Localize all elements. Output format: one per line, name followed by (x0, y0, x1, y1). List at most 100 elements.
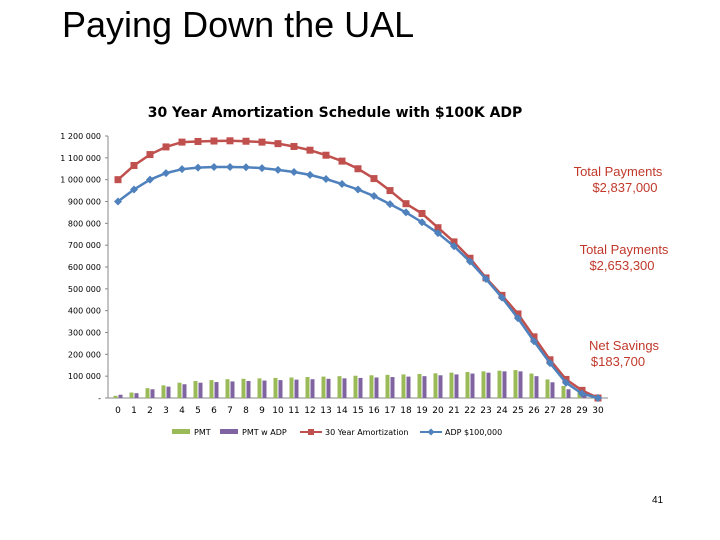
amortization-point (514, 310, 522, 318)
adp-point (306, 170, 314, 179)
pmt-adp-bar (166, 386, 171, 398)
pmt-adp-bar (438, 375, 443, 398)
amortization-point (194, 137, 202, 145)
x-tick-label: 18 (400, 406, 412, 416)
y-tick-label: 200 000 (68, 350, 101, 359)
pmt-bar (433, 373, 438, 398)
pmt-adp-bar (182, 384, 187, 398)
amortization-point (210, 137, 218, 145)
x-tick-label: 0 (115, 406, 121, 416)
net-savings-label: Net Savings (589, 338, 660, 353)
pmt-adp-bar (454, 374, 459, 398)
y-tick-label: 1 200 000 (60, 132, 101, 141)
x-tick-label: 22 (464, 406, 475, 416)
amortization-point (434, 224, 442, 232)
pmt-adp-bar (470, 373, 475, 398)
adp-point (482, 275, 490, 284)
adp-point (274, 165, 282, 174)
x-tick-label: 4 (179, 406, 185, 416)
chart-title: 30 Year Amortization Schedule with $100K… (148, 105, 523, 121)
pmt-adp-bar (358, 377, 363, 398)
x-tick-label: 9 (259, 406, 265, 416)
legend-item-pmt-label: PMT (194, 428, 211, 437)
amortization-point (274, 140, 282, 148)
pmt-bar (385, 374, 390, 398)
adp-point (402, 208, 410, 217)
adp-point (578, 389, 586, 398)
pmt-adp-bar (486, 372, 491, 398)
amortization-point (258, 138, 266, 146)
x-tick-label: 14 (336, 406, 348, 416)
amortization-point (162, 143, 170, 151)
pmt-bar (305, 377, 310, 398)
amortization-point (290, 142, 298, 150)
adp-point (546, 359, 554, 368)
x-tick-label: 25 (512, 406, 523, 416)
pmt-adp-bar (134, 393, 139, 398)
pmt-bar (129, 392, 134, 398)
legend-item-amortization-label: 30 Year Amortization (325, 428, 408, 437)
pmt-bar (417, 373, 422, 398)
x-tick-label: 11 (288, 406, 299, 416)
pmt-adp-bar (534, 376, 539, 398)
x-tick-label: 16 (368, 406, 380, 416)
adp-point (450, 242, 458, 251)
adp-point (370, 192, 378, 201)
pmt-adp-bar (230, 381, 235, 398)
y-tick-label: 800 000 (68, 219, 101, 228)
y-tick-label: - (98, 394, 101, 403)
x-tick-label: 21 (448, 406, 459, 416)
pmt-adp-bar (262, 380, 267, 398)
pmt-bar (225, 379, 230, 398)
amortization-point (130, 161, 138, 169)
pmt-bar (545, 379, 550, 398)
amortization-point (370, 175, 378, 183)
pmt-adp-bar (326, 378, 331, 398)
pmt-adp-bar (550, 382, 555, 398)
legend-item-pmt-swatch (172, 429, 190, 434)
pmt-bar (321, 376, 326, 398)
x-tick-label: 3 (163, 406, 169, 416)
adp-point (130, 185, 138, 194)
adp-point (322, 175, 330, 184)
adp-point (514, 314, 522, 323)
pmt-adp-bar (374, 377, 379, 398)
amortization-point (226, 137, 234, 145)
pmt-bar (353, 375, 358, 398)
x-tick-label: 5 (195, 406, 201, 416)
x-tick-label: 30 (592, 406, 604, 416)
adp-point (242, 163, 250, 172)
pmt-bar (449, 372, 454, 398)
pmt-bar (193, 380, 198, 398)
amortization-point (242, 137, 250, 145)
x-tick-label: 7 (227, 406, 233, 416)
y-tick-label: 1 000 000 (60, 176, 101, 185)
net-savings-value: $183,700 (591, 354, 645, 369)
x-tick-label: 12 (304, 406, 315, 416)
adp-point (114, 197, 122, 206)
y-tick-label: 300 000 (68, 329, 101, 338)
amortization-point (178, 138, 186, 146)
amortization-point (418, 210, 426, 218)
x-tick-label: 28 (560, 406, 572, 416)
pmt-bar (369, 375, 374, 398)
legend-item-pmt-adp-swatch (220, 429, 238, 434)
pmt-bar (513, 370, 518, 398)
x-tick-label: 6 (211, 406, 217, 416)
adp-point (194, 163, 202, 172)
adp-point (530, 337, 538, 346)
pmt-bar (401, 374, 406, 398)
legend-item-adp-marker (427, 428, 435, 436)
adp-point (210, 163, 218, 172)
pmt-adp-bar (566, 389, 571, 398)
pmt-bar (561, 385, 566, 398)
y-tick-label: 1 100 000 (60, 154, 101, 163)
total-payments-1-value: $2,837,000 (592, 180, 657, 195)
x-tick-label: 10 (272, 406, 284, 416)
amortization-point (114, 176, 122, 184)
amortization-point (322, 151, 330, 159)
adp-point (498, 293, 506, 302)
x-tick-label: 17 (384, 406, 395, 416)
pmt-adp-bar (582, 394, 587, 398)
adp-point (386, 200, 394, 209)
